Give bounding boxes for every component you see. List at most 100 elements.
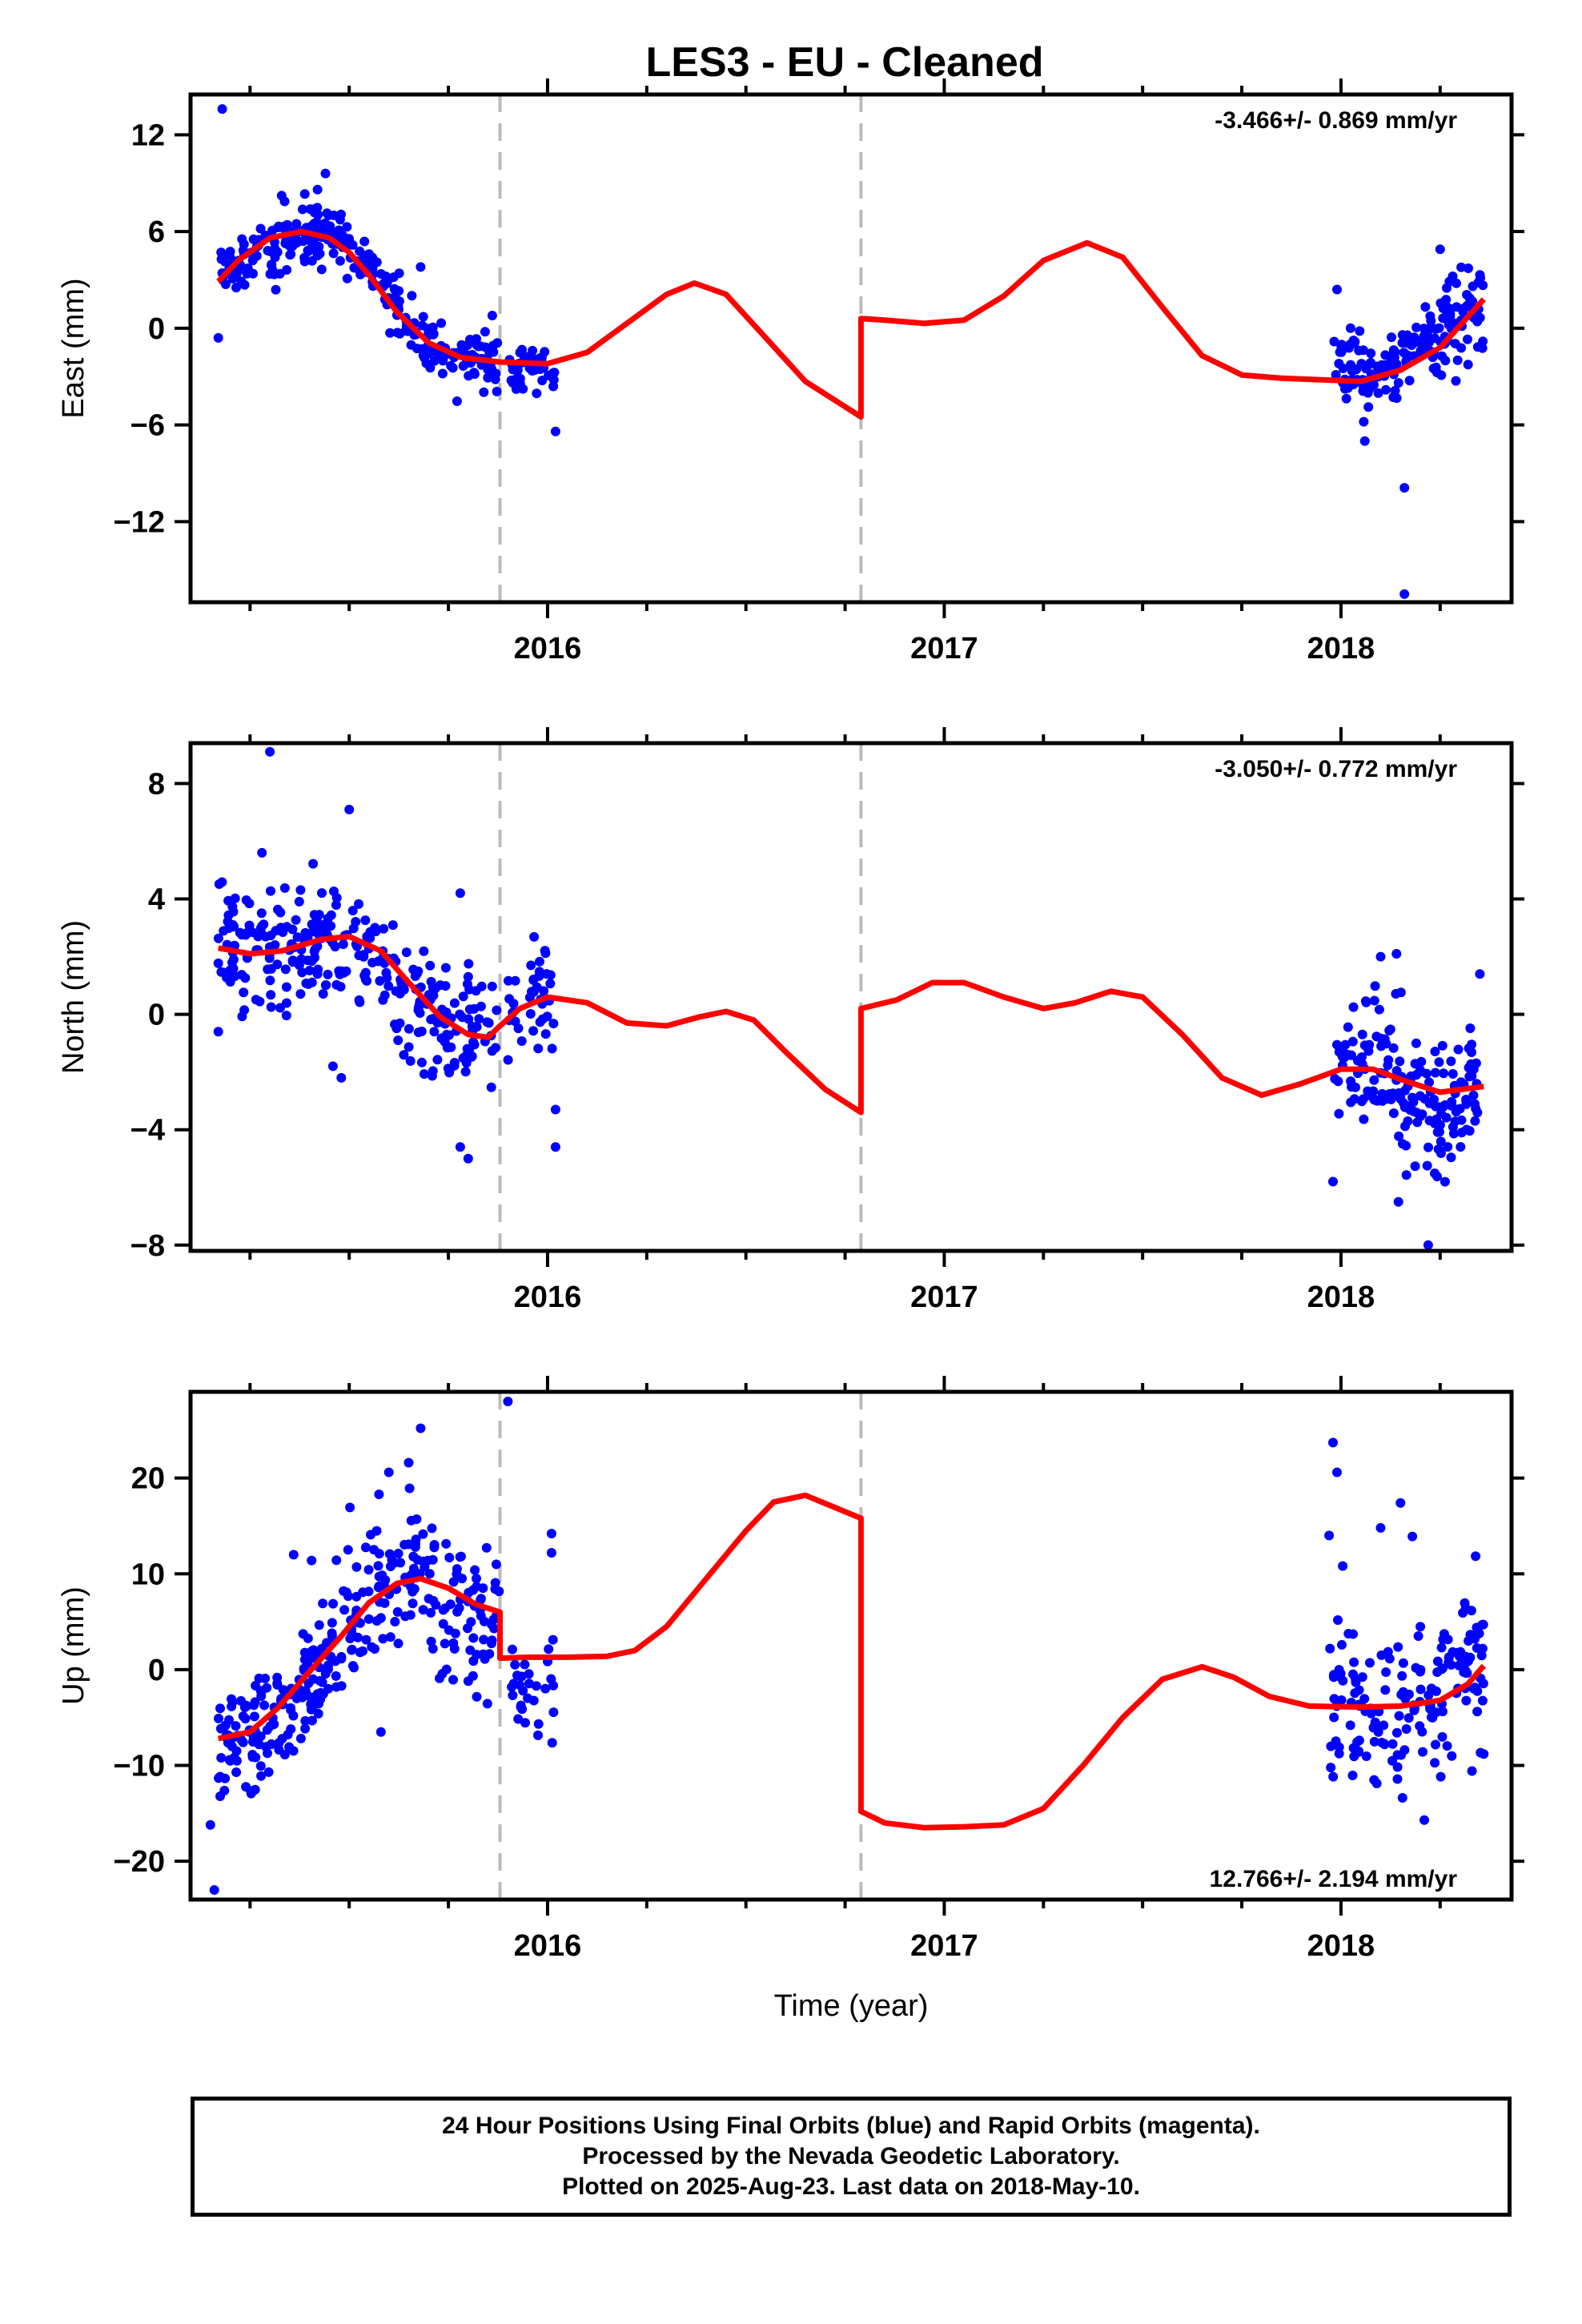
- data-point: [444, 1030, 454, 1040]
- data-point: [1447, 1751, 1457, 1761]
- data-point: [441, 1538, 452, 1549]
- data-point: [309, 207, 319, 218]
- data-point: [231, 1721, 241, 1731]
- data-point: [1423, 1240, 1433, 1250]
- data-point: [1388, 345, 1399, 356]
- data-point: [452, 1569, 462, 1579]
- data-point: [225, 1755, 235, 1766]
- data-point: [236, 1735, 247, 1745]
- data-point: [1459, 1667, 1469, 1677]
- data-point: [282, 922, 292, 932]
- data-point: [436, 318, 447, 328]
- data-point: [440, 1037, 450, 1047]
- data-point: [299, 1647, 310, 1658]
- data-point: [1442, 1741, 1452, 1751]
- data-point: [266, 990, 276, 1000]
- data-point: [416, 262, 426, 272]
- data-point: [404, 1458, 414, 1468]
- data-point: [540, 1683, 551, 1694]
- data-point: [440, 1638, 450, 1649]
- data-point: [510, 1016, 520, 1027]
- x-tick-label: 2017: [910, 1281, 978, 1314]
- data-point: [454, 1603, 464, 1613]
- data-point: [1375, 951, 1386, 962]
- data-point: [448, 1577, 459, 1587]
- data-point: [295, 1733, 306, 1743]
- data-point: [1470, 1683, 1480, 1693]
- data-point: [1423, 1690, 1434, 1700]
- data-point: [1361, 1751, 1371, 1761]
- data-point: [1452, 302, 1462, 312]
- data-point: [1430, 1068, 1440, 1078]
- data-point: [444, 1553, 455, 1562]
- data-point: [1451, 376, 1461, 386]
- data-point: [1475, 312, 1485, 323]
- data-point: [1392, 1762, 1403, 1772]
- data-point: [1391, 393, 1402, 404]
- data-point: [471, 986, 481, 996]
- data-point: [1348, 1002, 1359, 1012]
- data-point: [1349, 1751, 1359, 1762]
- data-point: [533, 1043, 544, 1054]
- data-point: [341, 1587, 351, 1598]
- panel-up: 20 10 0 −10 −20 2016 2017 2018 Up (mm) Time (year…: [57, 1376, 1524, 2023]
- data-point: [406, 340, 416, 350]
- data-point: [503, 1397, 513, 1406]
- data-point: [1400, 1121, 1410, 1132]
- data-point: [331, 893, 342, 903]
- data-point: [528, 1026, 539, 1036]
- data-point: [392, 328, 403, 338]
- data-point: [1344, 1050, 1355, 1060]
- data-point: [519, 351, 529, 361]
- data-point: [251, 995, 261, 1005]
- data-point: [449, 1643, 460, 1654]
- data-point: [1422, 1068, 1431, 1079]
- data-point: [267, 225, 278, 235]
- data-point: [390, 1019, 400, 1030]
- data-point: [219, 1723, 229, 1733]
- data-point: [1379, 1034, 1390, 1044]
- data-point: [408, 1598, 418, 1609]
- data-point: [1435, 1148, 1446, 1158]
- data-point: [307, 1646, 317, 1656]
- data-point: [1416, 1056, 1427, 1067]
- data-point: [359, 951, 369, 962]
- data-point: [1415, 1684, 1426, 1695]
- data-point: [1467, 1047, 1476, 1057]
- data-point: [235, 927, 245, 938]
- data-point: [1328, 1176, 1338, 1187]
- data-point: [472, 1022, 482, 1032]
- data-point: [1371, 1779, 1382, 1788]
- data-point: [1441, 1112, 1452, 1123]
- data-point: [520, 1718, 530, 1728]
- data-point: [432, 1055, 443, 1065]
- data-point: [326, 921, 336, 931]
- data-point: [1332, 284, 1342, 295]
- data-point: [405, 1055, 416, 1066]
- data-point: [1471, 1551, 1481, 1562]
- data-point: [534, 967, 544, 977]
- data-point: [1391, 1727, 1402, 1738]
- data-point: [465, 335, 475, 344]
- data-point: [256, 908, 267, 919]
- data-point: [515, 1680, 525, 1690]
- data-point: [316, 264, 327, 275]
- data-point: [462, 979, 472, 989]
- data-point: [487, 1635, 497, 1646]
- data-point: [416, 1057, 427, 1068]
- y-axis-label: East (mm): [57, 278, 90, 418]
- data-point: [404, 1023, 414, 1034]
- x-tick-label: 2016: [514, 632, 582, 665]
- x-tick-label: 2016: [514, 1281, 582, 1314]
- data-point: [463, 1153, 473, 1164]
- data-point: [1407, 1092, 1417, 1103]
- data-point: [1399, 483, 1410, 493]
- data-point: [259, 1700, 270, 1711]
- data-point: [1431, 1686, 1441, 1696]
- data-point: [1384, 1025, 1395, 1035]
- data-point: [1356, 1052, 1367, 1062]
- data-point: [396, 1558, 406, 1568]
- data-point: [1393, 1196, 1403, 1207]
- data-point: [263, 1767, 274, 1777]
- data-point: [275, 907, 286, 918]
